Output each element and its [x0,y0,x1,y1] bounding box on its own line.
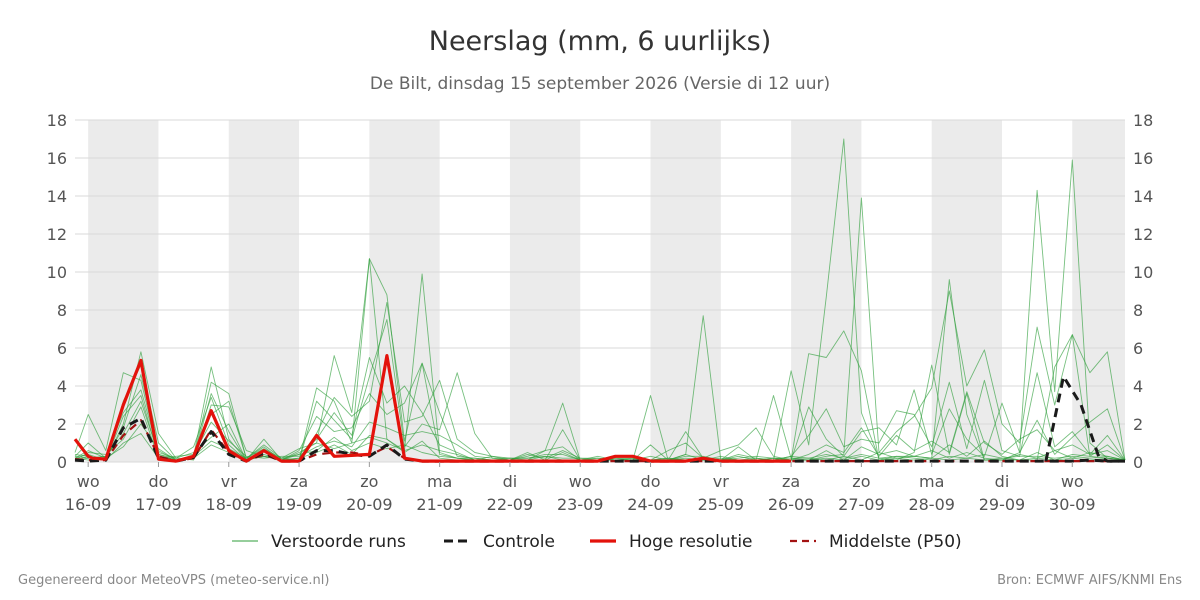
legend-label: Middelste (P50) [829,532,962,552]
series-line-ensemble [74,423,1126,461]
x-tick-date: 20-09 [346,495,393,514]
shaded-day-band [931,120,1002,462]
y-tick-label-left: 8 [57,301,67,320]
x-tick-date: 17-09 [135,495,182,514]
footer-source: Bron: ECMWF AIFS/KNMI Ens [997,573,1182,588]
x-tick-day: vr [713,472,729,491]
x-tick-day: ma [919,472,944,491]
x-tick-day: wo [77,472,100,491]
y-tick-label-left: 16 [47,149,67,168]
weekend-bands [88,120,1125,462]
x-tick-date: 22-09 [487,495,534,514]
legend-label: Controle [483,532,555,552]
x-tick-date: 23-09 [557,495,604,514]
x-tick-day: di [503,472,518,491]
legend: Verstoorde runs Controle Hoge resolutie Mid… [232,532,962,552]
x-tick-day: vr [221,472,237,491]
y-tick-label-left: 2 [57,415,67,434]
x-tick-date: 30-09 [1049,495,1096,514]
y-tick-label-left: 0 [57,453,67,472]
y-tick-label-right: 12 [1133,225,1153,244]
y-tick-label-right: 16 [1133,149,1153,168]
x-tick-day: ma [427,472,452,491]
x-tick-day: do [148,472,168,491]
y-tick-label-left: 18 [47,111,67,130]
x-tick-date: 28-09 [908,495,955,514]
x-tick-day: za [782,472,800,491]
x-tick-date: 19-09 [276,495,323,514]
y-tick-label-right: 4 [1133,377,1143,396]
axis-ticks: 0 0 2 2 4 4 6 6 8 8 10 10 12 12 14 14 16 16 18 18 wo 16-09 do 1… [47,111,1154,514]
y-tick-label-left: 10 [47,263,67,282]
x-tick-date: 25-09 [698,495,745,514]
y-tick-label-left: 4 [57,377,67,396]
series-line-control [74,416,1125,463]
y-tick-label-left: 6 [57,339,67,358]
x-tick-date: 27-09 [838,495,885,514]
shaded-day-band [369,120,440,462]
y-tick-label-right: 0 [1133,453,1143,472]
y-tick-label-right: 18 [1133,111,1153,130]
x-tick-day: zo [360,472,378,491]
y-tick-label-right: 8 [1133,301,1143,320]
series-line-hires [73,354,792,463]
main-lines [73,354,1125,463]
x-tick-day: zo [852,472,870,491]
y-tick-label-right: 10 [1133,263,1153,282]
x-tick-day: wo [1061,472,1084,491]
x-tick-day: za [290,472,308,491]
x-tick-date: 29-09 [979,495,1026,514]
x-tick-date: 18-09 [206,495,253,514]
y-tick-label-right: 2 [1133,415,1143,434]
y-tick-label-left: 14 [47,187,67,206]
x-tick-date: 21-09 [416,495,463,514]
legend-label: Hoge resolutie [629,532,753,552]
shaded-day-band [650,120,721,462]
x-tick-date: 26-09 [768,495,815,514]
chart-subtitle: De Bilt, dinsdag 15 september 2026 (Vers… [370,74,830,94]
x-tick-day: di [995,472,1010,491]
x-tick-date: 24-09 [627,495,674,514]
legend-label: Verstoorde runs [271,532,406,552]
x-tick-day: do [641,472,661,491]
grid-lines [75,119,1125,463]
y-tick-label-left: 12 [47,225,67,244]
footer-credit: Gegenereerd door MeteoVPS (meteo-service… [18,573,330,588]
series-line-control [1044,375,1125,463]
x-tick-date: 16-09 [65,495,112,514]
y-tick-label-right: 6 [1133,339,1143,358]
shaded-day-band [228,120,300,462]
shaded-day-band [509,120,581,462]
shaded-day-band [791,120,862,462]
y-tick-label-right: 14 [1133,187,1153,206]
x-tick-day: wo [569,472,592,491]
chart-title: Neerslag (mm, 6 uurlijks) [429,26,771,57]
